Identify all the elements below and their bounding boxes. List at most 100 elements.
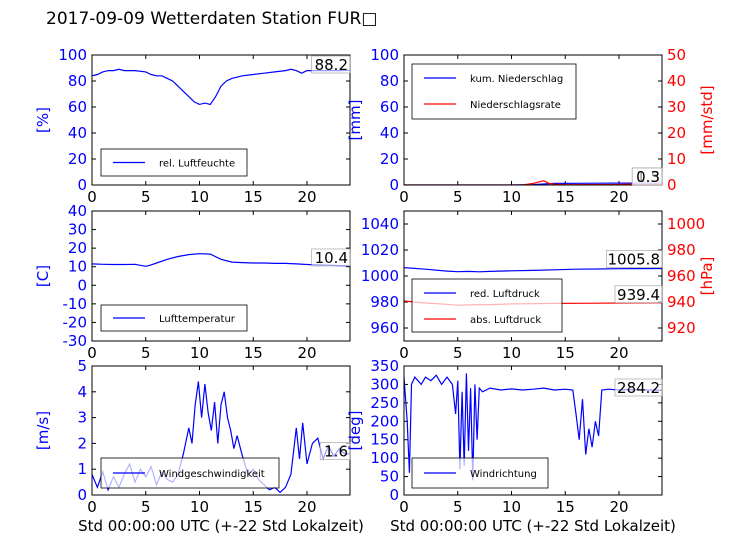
last-value-label: 284.2	[614, 378, 663, 397]
y-tick-label: -30	[63, 332, 88, 350]
x-tick-label: 10	[190, 188, 209, 206]
last-value-text: 1.6	[324, 443, 348, 461]
x-tick-label: 15	[244, 344, 263, 362]
y-tick-label-right: 30	[667, 98, 686, 116]
last-value-text: 88.2	[315, 56, 348, 74]
y-tick-label: 1000	[361, 267, 399, 285]
y-tick-label-right: 0	[667, 176, 677, 194]
y-axis-label-right: [mm/std]	[698, 85, 716, 154]
plot-frame	[403, 365, 663, 496]
x-tick-label: 15	[556, 344, 575, 362]
plot-frame	[403, 54, 663, 186]
x-tick-label: 20	[609, 344, 628, 362]
y-axis-label: [C]	[34, 265, 52, 287]
legend-label: abs. Luftdruck	[470, 315, 541, 326]
y-tick-label: 40	[68, 124, 87, 142]
y-axis-label: [m/s]	[34, 411, 52, 450]
x-tick-label: 10	[502, 344, 521, 362]
x-tick-label: 20	[297, 188, 316, 206]
x-tick-label: 0	[399, 344, 409, 362]
last-value-box	[319, 442, 351, 461]
x-tick-label: 5	[141, 498, 151, 516]
y-tick-label: 60	[380, 98, 399, 116]
y-tick-label: 100	[370, 46, 399, 64]
x-tick-label: 0	[87, 344, 97, 362]
y-tick-label: 50	[380, 468, 399, 486]
y-tick-label: 150	[370, 431, 399, 449]
legend: rel. Luftfeuchte	[100, 148, 248, 177]
last-value-text: 1005.8	[608, 250, 661, 268]
x-tick-label: 15	[556, 188, 575, 206]
plot-frame	[91, 210, 351, 342]
y-tick-label: 980	[370, 293, 399, 311]
legend: red. Luftdruck abs. Luftdruck	[411, 278, 563, 333]
x-tick-label: 10	[502, 188, 521, 206]
y-tick-label-right: 1000	[667, 215, 705, 233]
x-axis-label: Std 00:00:00 UTC (+-22 Std Lokalzeit)	[78, 517, 364, 535]
plot-frame	[91, 54, 351, 186]
y-tick-label: 100	[58, 46, 87, 64]
y-tick-label: 4	[77, 383, 87, 401]
y-tick-label: 80	[68, 72, 87, 90]
y-tick-label-right: 940	[667, 293, 696, 311]
chart-panel-5: 0 1 2 3 4 5 0 5 10 15 20 [m/s] Std 00:00:00 UTC (+-2…	[34, 357, 364, 535]
y-tick-label: 20	[68, 150, 87, 168]
y-tick-label: 300	[370, 375, 399, 393]
x-tick-label: 20	[297, 498, 316, 516]
x-tick-label: 0	[87, 188, 97, 206]
last-value-label: 0.3	[631, 167, 663, 186]
series-line-1	[404, 267, 662, 273]
y-tick-label: 80	[380, 72, 399, 90]
plot-frame	[403, 210, 663, 342]
legend: Windgeschwindigkeit	[100, 457, 280, 489]
series-line-1	[92, 253, 350, 267]
legend-box	[411, 278, 563, 333]
y-axis-label: [%]	[34, 107, 52, 133]
last-value-text: 10.4	[315, 249, 348, 267]
legend-box	[411, 63, 577, 120]
last-value-text: 284.2	[617, 379, 660, 397]
y-tick-label-right: 20	[667, 124, 686, 142]
y-tick-label: 30	[68, 221, 87, 239]
y-tick-label: 250	[370, 394, 399, 412]
series-line-2	[404, 180, 662, 185]
last-value-label: 88.2	[311, 55, 351, 74]
y-axis-label: [deg]	[346, 411, 364, 451]
x-tick-label: 5	[453, 188, 463, 206]
legend-label: Windrichtung	[470, 469, 537, 480]
y-tick-label: 2	[77, 434, 87, 452]
plot-frame	[91, 365, 351, 496]
y-tick-label-right: 980	[667, 241, 696, 259]
x-tick-label: 0	[399, 188, 409, 206]
y-tick-label: 350	[370, 357, 399, 375]
chart-panel-2: 0 20 40 60 80 100 0 10 20 30 40 50 0 5 10 15 20 [mm] [mm/s…	[346, 46, 716, 206]
y-tick-label: 3	[77, 409, 87, 427]
x-tick-label: 5	[141, 344, 151, 362]
y-tick-label: 40	[68, 202, 87, 220]
last-value-box	[311, 248, 351, 267]
y-tick-label: 200	[370, 412, 399, 430]
last-value-label: 1.6	[319, 442, 351, 461]
last-value-box	[631, 167, 663, 186]
y-tick-label: -10	[63, 295, 88, 313]
legend-label: rel. Luftfeuchte	[159, 159, 235, 170]
chart-panel-4: 960 980 1000 1020 1040 920 940 960 980 1000 0 5 10 15…	[361, 210, 716, 362]
y-tick-label: 1040	[361, 215, 399, 233]
y-tick-label: 0	[389, 176, 399, 194]
x-tick-label: 15	[244, 498, 263, 516]
legend-label: Lufttemperatur	[159, 314, 236, 325]
legend: Windrichtung	[411, 457, 549, 489]
figure-title: 2017-09-09 Wetterdaten Station FUR□	[46, 9, 378, 29]
y-tick-label-right: 10	[667, 150, 686, 168]
y-tick-label: 60	[68, 98, 87, 116]
y-tick-label: 1	[77, 460, 87, 478]
y-tick-label-right: 50	[667, 46, 686, 64]
y-tick-label-right: 960	[667, 267, 696, 285]
legend-label: kum. Niederschlag	[470, 74, 563, 85]
x-tick-label: 15	[244, 188, 263, 206]
x-axis-label: Std 00:00:00 UTC (+-22 Std Lokalzeit)	[390, 517, 676, 535]
last-value-label: 10.4	[311, 248, 351, 267]
